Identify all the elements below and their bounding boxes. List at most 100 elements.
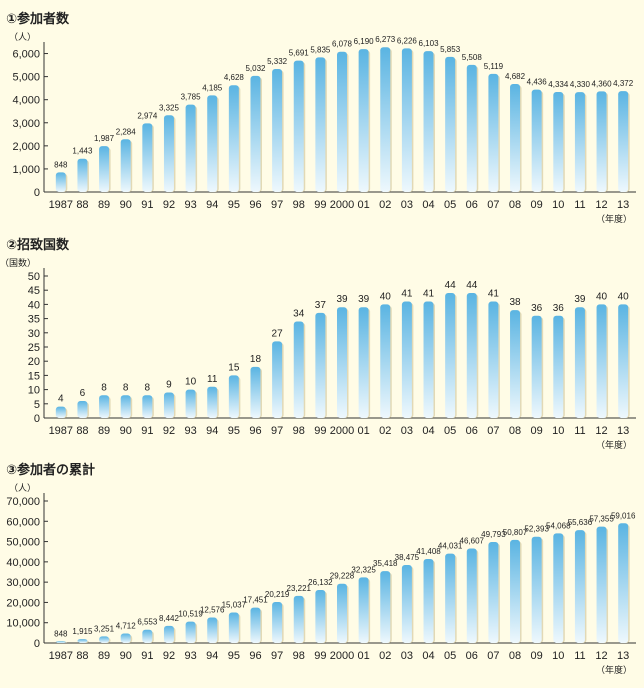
value-label: 20,219 bbox=[265, 590, 290, 599]
x-axis-label: （年度） bbox=[596, 439, 632, 450]
x-tick-label: 97 bbox=[271, 199, 283, 211]
y-tick-label: 40 bbox=[28, 299, 40, 311]
y-tick-label: 0 bbox=[34, 638, 40, 650]
value-label: 4,330 bbox=[570, 80, 591, 89]
x-tick-label: 02 bbox=[379, 425, 391, 437]
value-label: 36 bbox=[531, 303, 543, 314]
chart3-title: ③参加者の累計 bbox=[6, 463, 96, 478]
value-label: 6,078 bbox=[332, 40, 353, 49]
bar bbox=[55, 641, 66, 643]
x-tick-label: 09 bbox=[531, 425, 543, 437]
value-label: 3,325 bbox=[159, 103, 180, 112]
x-tick-label: 12 bbox=[595, 650, 607, 662]
participants-chart: （人） 0 1,000 2,000 3,000 4,000 5,000 6,000 848 198… bbox=[9, 32, 636, 224]
x-tick-label: 99 bbox=[314, 650, 326, 662]
bar bbox=[510, 539, 521, 643]
bar bbox=[445, 553, 456, 643]
x-tick-label: 11 bbox=[574, 199, 585, 211]
y-tick-label: 20 bbox=[28, 356, 40, 368]
y-tick-label: 3,000 bbox=[12, 118, 40, 130]
bar bbox=[293, 595, 304, 643]
y-tick-label: 35 bbox=[28, 314, 40, 326]
bar bbox=[531, 89, 542, 192]
value-label: 26,132 bbox=[308, 578, 333, 587]
x-tick-label: 10 bbox=[552, 199, 564, 211]
bar bbox=[185, 621, 196, 643]
bar bbox=[466, 293, 477, 418]
bar bbox=[315, 589, 326, 643]
value-label: 18 bbox=[250, 354, 262, 365]
value-label: 6,190 bbox=[354, 37, 375, 46]
x-tick-label: 1987 bbox=[49, 650, 73, 662]
value-label: 5,691 bbox=[289, 49, 310, 58]
bar bbox=[250, 607, 261, 643]
x-tick-label: 03 bbox=[401, 650, 413, 662]
x-tick-label: 04 bbox=[422, 425, 434, 437]
bar bbox=[531, 536, 542, 643]
bar bbox=[337, 583, 347, 643]
x-tick-label: 94 bbox=[206, 425, 218, 437]
bar bbox=[574, 92, 585, 192]
bar bbox=[142, 395, 153, 418]
y-tick-label: 4,000 bbox=[12, 95, 40, 107]
bar bbox=[228, 375, 239, 418]
y-tick-label: 45 bbox=[28, 285, 40, 297]
x-tick-label: 2000 bbox=[330, 650, 354, 662]
bar bbox=[250, 366, 261, 418]
bar bbox=[77, 158, 88, 192]
x-tick-label: 99 bbox=[314, 425, 326, 437]
x-tick-label: 93 bbox=[184, 425, 196, 437]
value-label: 1,915 bbox=[72, 627, 93, 636]
x-tick-label: 13 bbox=[617, 650, 629, 662]
bar bbox=[618, 91, 629, 192]
value-label: 44 bbox=[445, 280, 457, 291]
x-tick-label: 03 bbox=[401, 425, 413, 437]
bar bbox=[337, 307, 347, 418]
value-label: 8 bbox=[101, 382, 107, 393]
bar bbox=[358, 49, 369, 193]
value-label: 41 bbox=[401, 289, 413, 300]
value-label: 4,334 bbox=[548, 80, 569, 89]
value-label: 848 bbox=[54, 160, 68, 169]
bar bbox=[77, 639, 88, 643]
x-tick-label: 08 bbox=[509, 425, 521, 437]
value-label: 11 bbox=[207, 374, 218, 385]
x-tick-label: 2000 bbox=[330, 199, 354, 211]
bar bbox=[120, 139, 131, 192]
y-axis-label: （人） bbox=[9, 483, 36, 493]
bar bbox=[488, 73, 499, 192]
bar bbox=[553, 91, 564, 192]
bar bbox=[185, 104, 196, 192]
bar bbox=[99, 146, 110, 192]
value-label: 6,553 bbox=[137, 618, 158, 627]
x-tick-label: 98 bbox=[293, 425, 305, 437]
y-tick-label: 25 bbox=[28, 342, 40, 354]
value-label: 27 bbox=[272, 328, 284, 339]
x-tick-label: 06 bbox=[466, 425, 478, 437]
value-label: 50,807 bbox=[503, 528, 528, 537]
value-label: 4,628 bbox=[224, 73, 245, 82]
value-label: 39 bbox=[574, 294, 586, 305]
value-label: 40 bbox=[596, 291, 608, 302]
bar bbox=[228, 612, 239, 643]
bar bbox=[272, 601, 283, 643]
x-tick-label: 07 bbox=[487, 199, 499, 211]
x-tick-label: 03 bbox=[401, 199, 413, 211]
y-tick-label: 10 bbox=[28, 385, 40, 397]
x-tick-label: 06 bbox=[466, 199, 478, 211]
value-label: 848 bbox=[54, 629, 68, 638]
chart2-title: ②招致国数 bbox=[6, 238, 70, 253]
y-tick-label: 6,000 bbox=[12, 49, 40, 61]
y-tick-label: 30,000 bbox=[6, 577, 40, 589]
x-tick-label: 12 bbox=[595, 425, 607, 437]
x-tick-label: 04 bbox=[422, 199, 434, 211]
x-tick-label: 08 bbox=[509, 199, 521, 211]
x-tick-label: 96 bbox=[249, 199, 261, 211]
value-label: 39 bbox=[358, 294, 370, 305]
bar bbox=[207, 95, 218, 192]
bar bbox=[553, 533, 564, 643]
value-label: 40 bbox=[618, 291, 630, 302]
value-label: 46,607 bbox=[460, 536, 485, 545]
value-label: 52,393 bbox=[524, 525, 549, 534]
x-tick-label: 95 bbox=[228, 425, 240, 437]
